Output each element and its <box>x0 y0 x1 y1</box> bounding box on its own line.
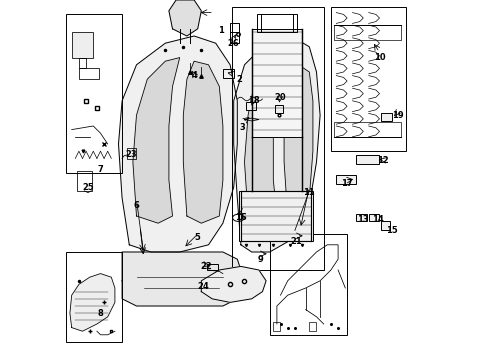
Polygon shape <box>233 36 320 252</box>
Bar <box>239 191 312 241</box>
Polygon shape <box>122 252 244 306</box>
Text: 11: 11 <box>303 188 315 197</box>
Bar <box>79 68 99 79</box>
Bar <box>246 102 256 110</box>
Bar <box>336 175 355 184</box>
Text: 26: 26 <box>227 39 239 48</box>
Polygon shape <box>183 61 223 223</box>
Polygon shape <box>133 58 179 223</box>
Bar <box>66 252 122 342</box>
Bar <box>334 122 400 137</box>
Text: 10: 10 <box>373 53 385 62</box>
Text: 14: 14 <box>371 215 383 224</box>
Bar <box>79 58 86 68</box>
Bar <box>368 214 378 221</box>
Text: 20: 20 <box>274 93 286 102</box>
Polygon shape <box>70 274 115 331</box>
Text: 22: 22 <box>201 262 212 271</box>
Text: 6: 6 <box>133 201 139 210</box>
Bar <box>206 264 217 270</box>
Bar <box>275 105 283 113</box>
Bar <box>66 14 122 173</box>
Polygon shape <box>201 266 265 302</box>
Polygon shape <box>118 36 237 252</box>
Bar <box>330 7 406 151</box>
Text: 12: 12 <box>376 156 388 165</box>
Text: 25: 25 <box>82 183 94 192</box>
Text: 5: 5 <box>194 233 200 242</box>
Text: 9: 9 <box>257 255 263 264</box>
Text: 7: 7 <box>98 165 103 174</box>
Text: 24: 24 <box>197 282 208 291</box>
Text: 19: 19 <box>391 111 403 120</box>
Bar <box>273 322 279 331</box>
Text: 4: 4 <box>191 71 197 80</box>
Bar <box>257 14 296 32</box>
Text: 21: 21 <box>290 237 302 246</box>
Bar <box>230 23 239 43</box>
Bar <box>355 155 379 164</box>
Polygon shape <box>284 65 312 227</box>
Bar <box>231 7 323 270</box>
Polygon shape <box>244 58 280 223</box>
Text: 17: 17 <box>341 179 352 188</box>
Bar <box>72 32 93 58</box>
Bar <box>127 148 136 159</box>
Bar <box>77 171 91 191</box>
Text: 1: 1 <box>218 26 224 35</box>
Text: 23: 23 <box>125 150 137 159</box>
Bar <box>223 69 233 78</box>
Text: 13: 13 <box>357 215 368 224</box>
Bar <box>381 221 389 230</box>
Bar <box>334 25 400 40</box>
Bar <box>381 113 391 121</box>
Text: 18: 18 <box>247 96 259 105</box>
Bar <box>269 234 346 335</box>
Polygon shape <box>168 0 201 36</box>
Text: 2: 2 <box>236 75 242 84</box>
Text: 8: 8 <box>98 309 103 318</box>
Text: 3: 3 <box>239 123 245 132</box>
Text: 16: 16 <box>235 213 246 222</box>
Bar <box>251 29 302 137</box>
Bar <box>309 322 315 331</box>
Text: 15: 15 <box>386 226 397 235</box>
Bar <box>355 214 366 221</box>
